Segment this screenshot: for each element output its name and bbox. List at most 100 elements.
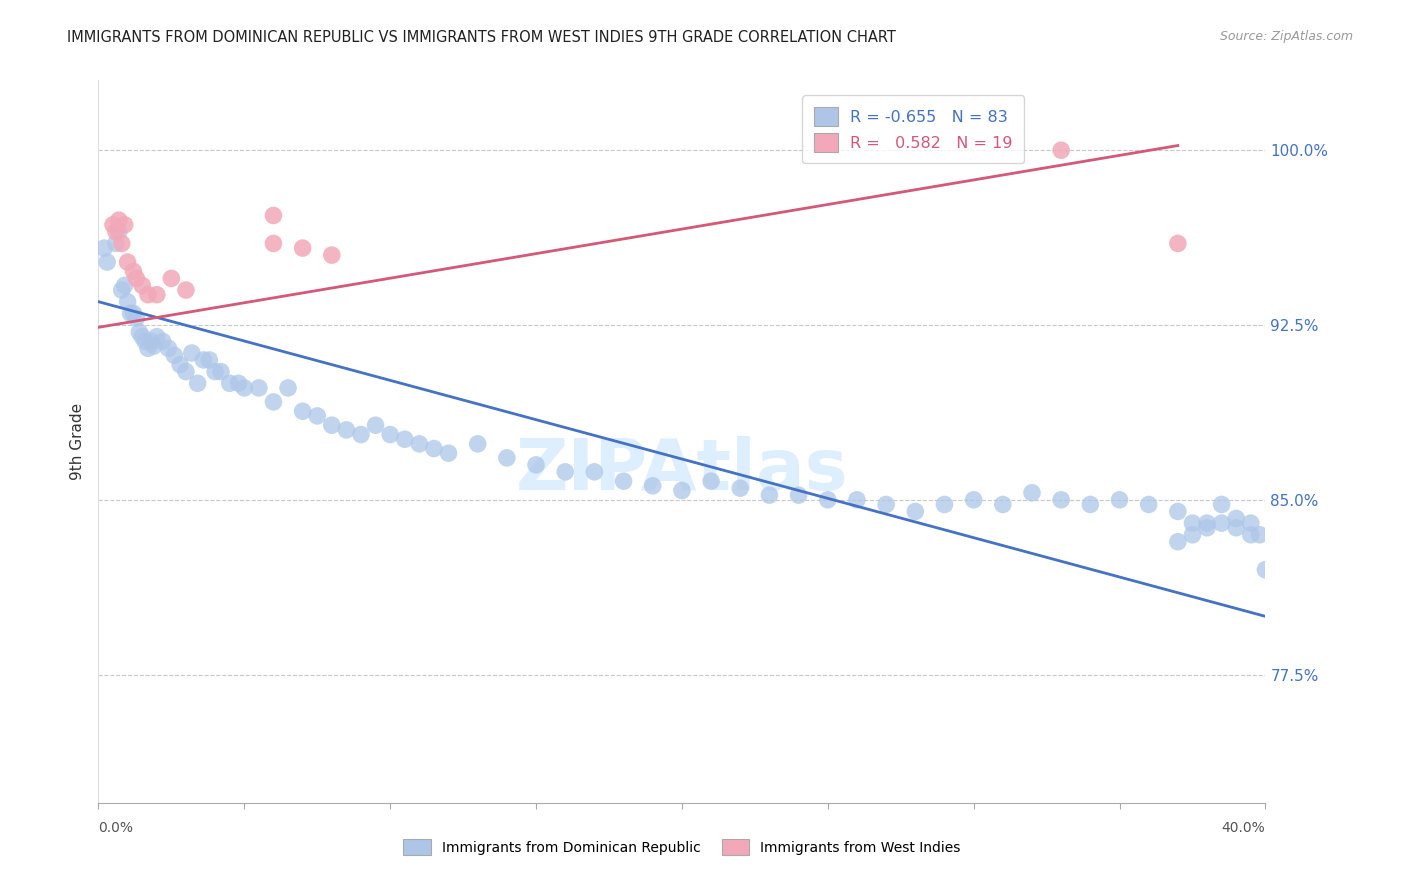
Point <box>1225 521 1247 535</box>
Point <box>122 264 145 278</box>
Point <box>152 334 174 349</box>
Point <box>321 248 343 262</box>
Point <box>174 365 197 379</box>
Point <box>1249 528 1271 542</box>
Point <box>321 418 343 433</box>
Point <box>233 381 256 395</box>
Point <box>1050 492 1073 507</box>
Point <box>641 479 664 493</box>
Point <box>496 450 519 465</box>
Point <box>163 348 186 362</box>
Text: Source: ZipAtlas.com: Source: ZipAtlas.com <box>1219 30 1353 44</box>
Point <box>218 376 240 391</box>
Point <box>1167 534 1189 549</box>
Point <box>104 225 127 239</box>
Point <box>262 209 284 223</box>
Point <box>104 236 127 251</box>
Point <box>437 446 460 460</box>
Point <box>111 283 134 297</box>
Point <box>350 427 373 442</box>
Point <box>1240 528 1263 542</box>
Point <box>114 218 136 232</box>
Point <box>467 437 489 451</box>
Point <box>93 241 115 255</box>
Point <box>1254 563 1277 577</box>
Point <box>934 498 956 512</box>
Point <box>700 474 723 488</box>
Point <box>174 283 197 297</box>
Point <box>120 306 142 320</box>
Point <box>875 498 897 512</box>
Point <box>554 465 576 479</box>
Point <box>1167 504 1189 518</box>
Point <box>108 225 131 239</box>
Point <box>1167 236 1189 251</box>
Point <box>364 418 387 433</box>
Point <box>146 329 169 343</box>
Point <box>96 255 118 269</box>
Point <box>160 271 183 285</box>
Point <box>125 271 148 285</box>
Point <box>423 442 446 456</box>
Point <box>228 376 250 391</box>
Point <box>1050 143 1073 157</box>
Point <box>380 427 402 442</box>
Point <box>114 278 136 293</box>
Point <box>671 483 693 498</box>
Text: IMMIGRANTS FROM DOMINICAN REPUBLIC VS IMMIGRANTS FROM WEST INDIES 9TH GRADE CORR: IMMIGRANTS FROM DOMINICAN REPUBLIC VS IM… <box>67 30 897 45</box>
Point <box>1021 485 1043 500</box>
Point <box>1211 498 1233 512</box>
Point <box>128 325 150 339</box>
Point <box>730 481 752 495</box>
Point <box>291 404 314 418</box>
Point <box>209 365 232 379</box>
Point <box>408 437 430 451</box>
Point <box>117 255 139 269</box>
Point <box>247 381 270 395</box>
Point <box>758 488 780 502</box>
Point <box>1137 498 1160 512</box>
Point <box>307 409 329 423</box>
Point <box>122 306 145 320</box>
Point <box>787 488 810 502</box>
Point <box>904 504 927 518</box>
Text: ZIPAtlas: ZIPAtlas <box>516 436 848 505</box>
Point <box>1240 516 1263 530</box>
Point <box>198 353 221 368</box>
Point <box>817 492 839 507</box>
Point <box>142 339 165 353</box>
Point <box>1181 528 1204 542</box>
Point <box>612 474 634 488</box>
Point <box>583 465 606 479</box>
Point <box>131 278 153 293</box>
Point <box>146 287 169 301</box>
Point <box>180 346 202 360</box>
Point <box>291 241 314 255</box>
Point <box>1108 492 1130 507</box>
Point <box>187 376 209 391</box>
Point <box>117 294 139 309</box>
Point <box>1225 511 1247 525</box>
Point <box>262 395 284 409</box>
Point <box>846 492 869 507</box>
Point <box>136 341 159 355</box>
Point <box>1195 521 1218 535</box>
Point <box>139 334 162 349</box>
Point <box>991 498 1014 512</box>
Point <box>1080 498 1102 512</box>
Text: 40.0%: 40.0% <box>1222 822 1265 836</box>
Point <box>111 236 134 251</box>
Point <box>524 458 547 472</box>
Legend: Immigrants from Dominican Republic, Immigrants from West Indies: Immigrants from Dominican Republic, Immi… <box>398 834 966 861</box>
Point <box>157 341 180 355</box>
Point <box>134 334 156 349</box>
Point <box>277 381 299 395</box>
Point <box>193 353 215 368</box>
Point <box>169 358 191 372</box>
Point <box>204 365 226 379</box>
Point <box>131 329 153 343</box>
Point <box>1181 516 1204 530</box>
Point <box>1211 516 1233 530</box>
Point <box>962 492 984 507</box>
Point <box>335 423 357 437</box>
